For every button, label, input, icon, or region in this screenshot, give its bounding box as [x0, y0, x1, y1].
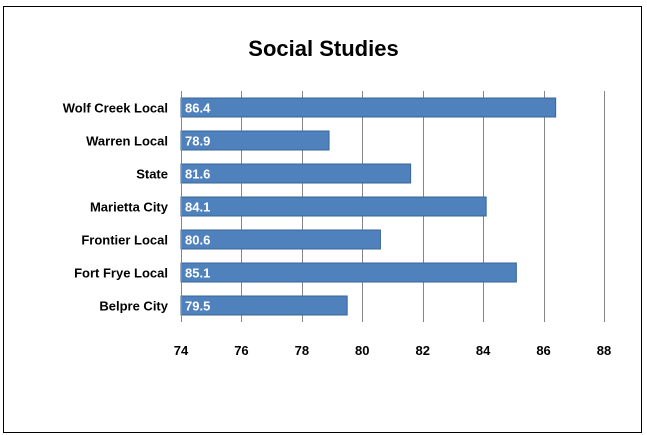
category-label: Wolf Creek Local — [63, 101, 168, 116]
category-label: Belpre City — [99, 299, 168, 314]
bar — [180, 196, 487, 217]
bar — [180, 262, 517, 283]
x-tick-label: 74 — [174, 343, 189, 358]
bar-value-label: 80.6 — [185, 233, 210, 248]
category-label: State — [136, 167, 168, 182]
bar-value-label: 79.5 — [185, 299, 210, 314]
x-tick-label: 84 — [476, 343, 491, 358]
bar-value-label: 81.6 — [185, 167, 210, 182]
bar-value-label: 84.1 — [185, 200, 210, 215]
category-label: Frontier Local — [81, 233, 168, 248]
x-tick-label: 86 — [536, 343, 550, 358]
bar — [180, 229, 381, 250]
x-tick-label: 88 — [597, 343, 611, 358]
bar-value-label: 78.9 — [185, 134, 210, 149]
x-tick-label: 78 — [295, 343, 309, 358]
bar-value-label: 86.4 — [185, 101, 211, 116]
category-label: Fort Frye Local — [74, 266, 168, 281]
category-label: Marietta City — [90, 200, 169, 215]
x-axis-ticks: 74 76 78 80 82 84 86 88 — [174, 343, 611, 358]
category-label: Warren Local — [86, 134, 168, 149]
x-tick-label: 80 — [355, 343, 369, 358]
bar-value-label: 85.1 — [185, 266, 210, 281]
category-labels: Wolf Creek Local Warren Local State Mariett… — [63, 101, 169, 314]
chart-title: Social Studies — [248, 36, 399, 61]
bar — [180, 163, 412, 184]
bar — [180, 97, 557, 118]
chart-frame — [3, 6, 642, 433]
x-tick-label: 82 — [415, 343, 429, 358]
x-tick-label: 76 — [234, 343, 248, 358]
bars: 86.4 78.9 81.6 84.1 80.6 85.1 79.5 — [180, 97, 557, 316]
